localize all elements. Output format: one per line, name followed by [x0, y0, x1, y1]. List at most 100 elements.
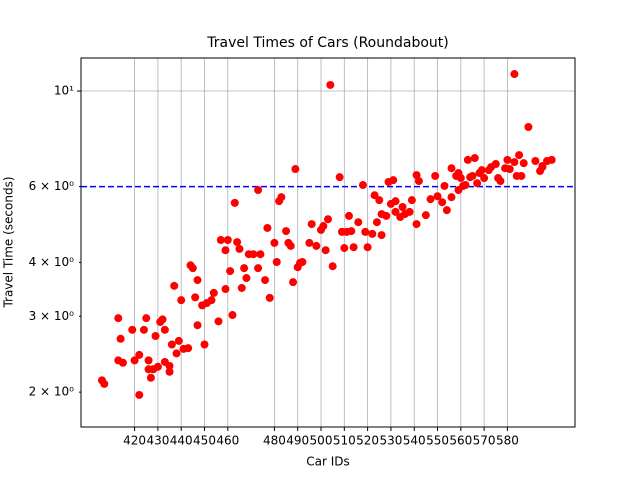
scatter-point	[135, 350, 144, 359]
y-tick-label: 2 × 10⁰	[29, 385, 75, 399]
y-axis-label: Travel Time (seconds)	[2, 176, 16, 308]
scatter-point	[372, 218, 381, 227]
x-tick-label: 550	[426, 434, 449, 448]
scatter-point	[261, 276, 270, 285]
scatter-point	[473, 179, 482, 188]
x-tick-label: 500	[310, 434, 333, 448]
scatter-point	[438, 198, 447, 207]
scatter-point	[235, 244, 244, 253]
scatter-point	[200, 340, 209, 349]
scatter-point	[221, 285, 230, 294]
axes-frame	[80, 57, 576, 428]
scatter-point	[377, 231, 386, 240]
scatter-point	[361, 227, 370, 236]
x-tick-label: 570	[473, 434, 496, 448]
scatter-point	[165, 367, 174, 376]
scatter-point	[431, 171, 440, 180]
scatter-point	[207, 296, 216, 305]
scatter-point	[335, 173, 344, 182]
scatter-point	[426, 195, 435, 204]
scatter-point	[240, 264, 249, 273]
scatter-point	[321, 246, 330, 255]
scatter-point	[470, 154, 479, 163]
scatter-point	[442, 206, 451, 215]
scatter-point	[216, 236, 225, 245]
scatter-point	[191, 293, 200, 302]
x-tick-label: 560	[449, 434, 472, 448]
scatter-point	[263, 223, 272, 232]
scatter-point	[344, 211, 353, 220]
scatter-point	[277, 193, 286, 202]
scatter-point	[242, 274, 251, 283]
scatter-point	[477, 166, 486, 175]
scatter-point	[524, 123, 533, 132]
scatter-point	[368, 229, 377, 238]
scatter-point	[312, 241, 321, 250]
scatter-point	[505, 165, 514, 174]
scatter-point	[340, 244, 349, 253]
scatter-point	[256, 250, 265, 259]
scatter-point	[167, 340, 176, 349]
scatter-point	[291, 165, 300, 174]
scatter-point	[270, 238, 279, 247]
scatter-point	[447, 164, 456, 173]
scatter-point	[407, 196, 416, 205]
plot-area	[81, 70, 575, 399]
y-tick-label: 3 × 10⁰	[29, 309, 75, 323]
scatter-point	[233, 238, 242, 247]
scatter-point	[456, 174, 465, 183]
scatter-point	[517, 171, 526, 180]
scatter-point	[177, 296, 186, 305]
scatter-point	[282, 227, 291, 236]
scatter-point	[118, 358, 127, 367]
scatter-point	[170, 281, 179, 290]
scatter-point	[515, 151, 524, 160]
chart-title: Travel Times of Cars (Roundabout)	[206, 35, 449, 51]
x-tick-label: 540	[403, 434, 426, 448]
scatter-point	[184, 344, 193, 353]
scatter-point	[254, 264, 263, 273]
scatter-point	[193, 321, 202, 330]
scatter-point	[174, 336, 183, 345]
scatter-point	[226, 267, 235, 276]
scatter-point	[221, 246, 230, 255]
scatter-point	[223, 236, 232, 245]
x-tick-label: 480	[263, 434, 286, 448]
scatter-point	[447, 193, 456, 202]
x-tick-label: 580	[496, 434, 519, 448]
scatter-point	[272, 257, 281, 266]
scatter-point	[142, 314, 151, 323]
x-tick-label: 430	[146, 434, 169, 448]
scatter-point	[358, 181, 367, 190]
scatter-point	[391, 197, 400, 206]
scatter-point	[114, 314, 123, 323]
scatter-point	[480, 174, 489, 183]
x-axis-label: Car IDs	[306, 455, 350, 469]
scatter-point	[347, 227, 356, 236]
scatter-point	[354, 218, 363, 227]
scatter-point	[153, 362, 162, 371]
scatter-point	[531, 156, 540, 165]
scatter-point	[324, 215, 332, 224]
x-tick-label: 510	[333, 434, 356, 448]
scatter-point	[286, 241, 295, 250]
scatter-point	[151, 331, 160, 340]
scatter-point	[139, 325, 148, 334]
scatter-point	[158, 315, 167, 324]
scatter-point	[414, 177, 423, 186]
x-tick-label: 440	[170, 434, 193, 448]
x-tick-label: 530	[379, 434, 402, 448]
scatter-point	[254, 186, 263, 195]
x-tick-label: 450	[193, 434, 216, 448]
scatter-point	[146, 373, 155, 382]
scatter-point	[461, 181, 470, 190]
scatter-point	[412, 220, 421, 229]
x-tick-label: 520	[356, 434, 379, 448]
scatter-point	[172, 349, 181, 358]
scatter-point	[510, 70, 519, 79]
scatter-point	[382, 211, 391, 220]
scatter-point	[160, 325, 169, 334]
scatter-point	[503, 155, 512, 164]
